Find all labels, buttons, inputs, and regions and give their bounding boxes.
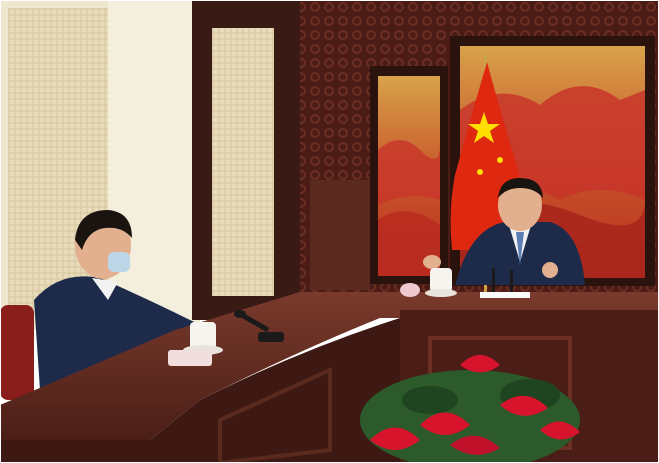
mask-icon <box>108 252 130 272</box>
hair-left <box>75 210 132 250</box>
wall-panel-center <box>212 28 274 296</box>
microphone-icon <box>234 310 284 342</box>
teacup-icon <box>168 322 223 366</box>
left-chair <box>0 305 34 400</box>
painting-left-hills <box>378 140 440 205</box>
teacup-icon <box>425 268 457 297</box>
back-panel <box>310 180 370 290</box>
person-right <box>423 178 585 285</box>
wall-column <box>108 0 198 330</box>
hair-right <box>498 178 543 198</box>
head-right <box>498 179 542 231</box>
table-front-left <box>0 318 400 463</box>
flower-icon <box>360 355 580 463</box>
napkin <box>400 283 420 297</box>
paper-sheet <box>480 292 530 298</box>
table-top <box>0 292 659 440</box>
